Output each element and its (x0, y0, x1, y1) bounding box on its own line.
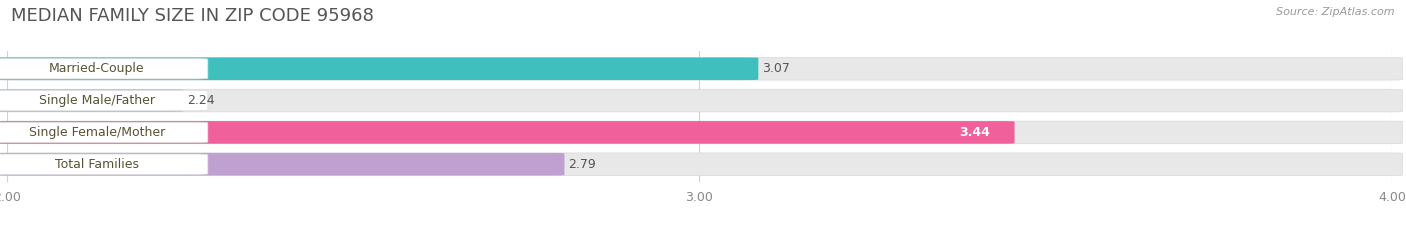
Text: Source: ZipAtlas.com: Source: ZipAtlas.com (1277, 7, 1395, 17)
Text: Married-Couple: Married-Couple (49, 62, 145, 75)
Text: 2.79: 2.79 (568, 158, 596, 171)
FancyBboxPatch shape (0, 90, 208, 111)
FancyBboxPatch shape (0, 154, 208, 175)
FancyBboxPatch shape (0, 89, 184, 112)
Text: Single Female/Mother: Single Female/Mother (30, 126, 165, 139)
Text: MEDIAN FAMILY SIZE IN ZIP CODE 95968: MEDIAN FAMILY SIZE IN ZIP CODE 95968 (11, 7, 374, 25)
FancyBboxPatch shape (0, 58, 1402, 80)
FancyBboxPatch shape (0, 121, 1402, 144)
FancyBboxPatch shape (0, 89, 1402, 112)
FancyBboxPatch shape (0, 58, 758, 80)
Text: 3.07: 3.07 (762, 62, 790, 75)
FancyBboxPatch shape (0, 122, 208, 143)
FancyBboxPatch shape (0, 121, 1015, 144)
Text: 2.24: 2.24 (187, 94, 215, 107)
FancyBboxPatch shape (0, 153, 564, 175)
Text: Total Families: Total Families (55, 158, 139, 171)
FancyBboxPatch shape (0, 153, 1402, 175)
Text: Single Male/Father: Single Male/Father (39, 94, 155, 107)
FancyBboxPatch shape (0, 58, 208, 79)
Text: 3.44: 3.44 (959, 126, 990, 139)
